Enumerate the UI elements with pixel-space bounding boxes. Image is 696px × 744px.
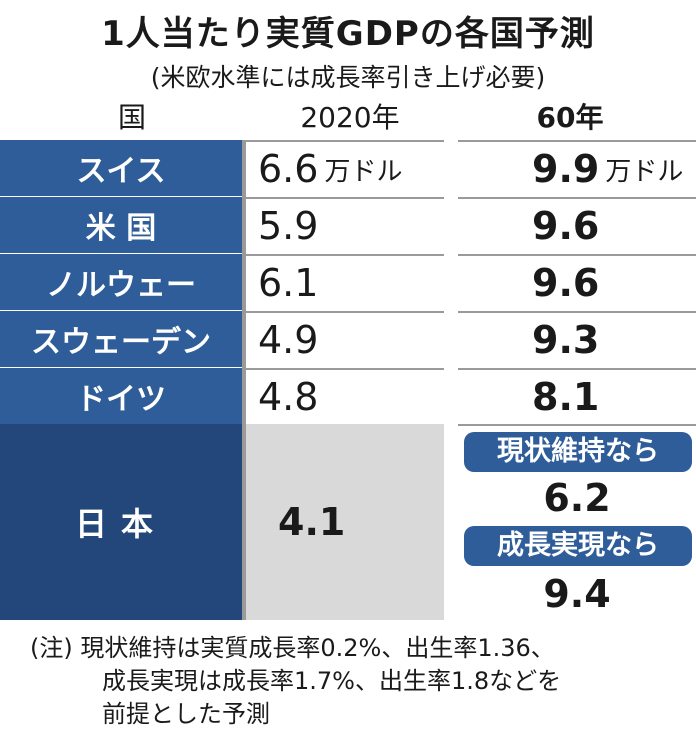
column-divider — [242, 140, 246, 620]
country-cell-japan: 日本 — [0, 424, 242, 620]
value-2020: 6.1 — [258, 261, 319, 305]
value-2060-cell: 9.6 — [458, 254, 696, 310]
scenario-badge-status-quo: 現状維持なら — [464, 432, 692, 472]
page-subtitle: (米欧水準には成長率引き上げ必要) — [150, 63, 546, 92]
unit-label: 万ドル — [324, 156, 403, 187]
column-gap — [448, 140, 456, 620]
value-2020-cell: 5.9 — [246, 197, 444, 253]
country-cell: スウェーデン — [0, 311, 242, 367]
value-2020: 5.9 — [258, 204, 319, 248]
footnote-line: 前提とした予測 — [102, 700, 270, 728]
value-2060: 9.9 — [532, 147, 600, 191]
scenario-value-growth: 9.4 — [543, 572, 611, 616]
table-row-norway: ノルウェー 6.1 9.6 — [0, 254, 696, 310]
value-2060-cell: 9.6 — [458, 197, 696, 253]
value-2020: 4.8 — [258, 375, 319, 419]
value-2060: 9.6 — [532, 204, 600, 248]
scenario-value-status-quo: 6.2 — [543, 476, 611, 520]
value-2060-cell: 9.9 万ドル — [458, 140, 696, 196]
table-row-germany: ドイツ 4.8 8.1 — [0, 368, 696, 424]
value-2020: 4.9 — [258, 318, 319, 362]
value-2060-japan-cell: 現状維持なら 6.2 成長実現なら 9.4 — [458, 424, 696, 620]
footnote-line: 成長実現は成長率1.7%、出生率1.8などを — [102, 667, 562, 695]
country-cell: 米 国 — [0, 197, 242, 253]
value-2060-cell: 9.3 — [458, 311, 696, 367]
footnote-line: (注) 現状維持は実質成長率0.2%、出生率1.36、 — [30, 634, 555, 662]
page-title: 1人当たり実質GDPの各国予測 — [101, 14, 595, 54]
value-2060-cell: 8.1 — [458, 368, 696, 424]
scenario-badge-growth: 成長実現なら — [464, 526, 692, 566]
header-2020: 2020年 — [300, 101, 400, 134]
value-2020-japan: 4.1 — [246, 424, 444, 620]
header-2060: 60年 — [536, 101, 604, 134]
country-cell: スイス — [0, 140, 242, 196]
value-2020: 6.6 — [258, 147, 319, 191]
country-cell: ノルウェー — [0, 254, 242, 310]
value-2020-cell: 6.6 万ドル — [246, 140, 444, 196]
country-cell: ドイツ — [0, 368, 242, 424]
value-2060: 8.1 — [532, 375, 600, 419]
value-2020-cell: 4.9 — [246, 311, 444, 367]
value-2060: 9.6 — [532, 261, 600, 305]
value-2020-cell: 6.1 — [246, 254, 444, 310]
footnote: (注) 現状維持は実質成長率0.2%、出生率1.36、 成長実現は成長率1.7%… — [30, 632, 690, 731]
table-row-japan: 日本 4.1 現状維持なら 6.2 成長実現なら 9.4 — [0, 424, 696, 620]
value-2020-cell: 4.8 — [246, 368, 444, 424]
table-row-switzerland: スイス 6.6 万ドル 9.9 万ドル — [0, 140, 696, 196]
value-2060: 9.3 — [532, 318, 600, 362]
header-country: 国 — [117, 101, 146, 134]
table-row-sweden: スウェーデン 4.9 9.3 — [0, 311, 696, 367]
unit-label: 万ドル — [605, 156, 684, 187]
table-row-usa: 米 国 5.9 9.6 — [0, 197, 696, 253]
